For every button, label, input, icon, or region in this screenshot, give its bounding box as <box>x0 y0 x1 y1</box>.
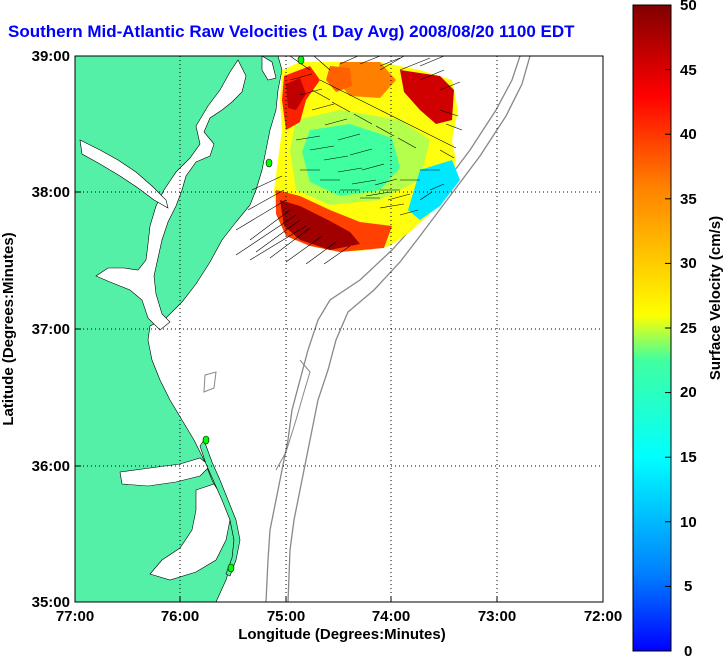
potomac-river <box>79 139 169 209</box>
chesapeake-bay <box>95 59 247 331</box>
outer-banks <box>199 439 241 577</box>
colorbar-tick-label: 5 <box>684 578 692 595</box>
colorbar-tick-label: 10 <box>680 514 697 531</box>
colorbar-tick-label: 50 <box>680 0 697 14</box>
y-tick-label: 38:00 <box>32 184 70 201</box>
velocity-field <box>235 56 463 265</box>
delaware-bay <box>261 56 277 81</box>
radar-sites <box>202 55 305 573</box>
radar-site-marker <box>265 158 273 168</box>
radar-site-marker <box>297 55 305 65</box>
colorbar-tick-label: 0 <box>684 643 692 659</box>
bathymetry-contour <box>287 56 531 602</box>
x-axis-label: Longitude (Degrees:Minutes) <box>238 626 446 643</box>
velocity-arrows <box>235 56 463 265</box>
x-tick-label: 74:00 <box>372 608 410 625</box>
colorbar-label: Surface Velocity (cm/s) <box>707 216 724 380</box>
colorbar-tick-label: 15 <box>680 449 697 466</box>
colorbar <box>632 4 672 652</box>
x-tick-label: 76:00 <box>161 608 199 625</box>
radar-site-marker <box>202 435 210 445</box>
y-tick-label: 35:00 <box>32 594 70 611</box>
radar-site-marker <box>227 563 235 573</box>
y-tick-label: 37:00 <box>32 321 70 338</box>
albemarle-sound <box>119 457 211 487</box>
x-tick-label: 77:00 <box>56 608 94 625</box>
bathymetry-contour <box>275 359 311 471</box>
x-tick-label: 73:00 <box>478 608 516 625</box>
colorbar-tick-label: 30 <box>680 255 697 272</box>
colorbar-ticks <box>665 69 671 587</box>
bathymetry-contour <box>265 56 521 602</box>
y-tick-label: 36:00 <box>32 458 70 475</box>
y-tick-label: 39:00 <box>32 48 70 65</box>
colorbar-tick-label: 40 <box>680 126 697 143</box>
map-title: Southern Mid-Atlantic Raw Velocities (1 … <box>8 22 575 41</box>
colorbar-tick-label: 45 <box>680 62 697 79</box>
x-tick-label: 72:00 <box>584 608 622 625</box>
colorbar-tick-label: 25 <box>680 320 697 337</box>
colorbar-tick-label: 20 <box>680 384 697 401</box>
x-tick-label: 75:00 <box>267 608 305 625</box>
y-axis-label: Latitude (Degrees:Minutes) <box>0 232 17 425</box>
colorbar-tick-label: 35 <box>680 191 697 208</box>
bathymetry-contour <box>203 371 217 393</box>
grid-lines <box>75 56 603 602</box>
